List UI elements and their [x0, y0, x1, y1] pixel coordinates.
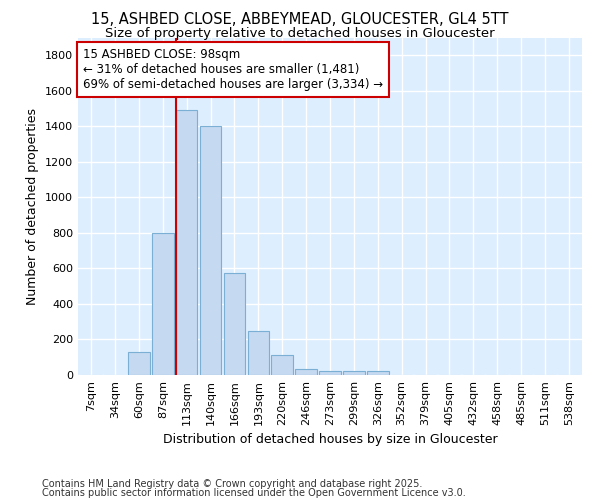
Text: 15, ASHBED CLOSE, ABBEYMEAD, GLOUCESTER, GL4 5TT: 15, ASHBED CLOSE, ABBEYMEAD, GLOUCESTER,… [91, 12, 509, 28]
Bar [152, 233, 173, 375]
Bar [295, 369, 317, 375]
Text: 15 ASHBED CLOSE: 98sqm
← 31% of detached houses are smaller (1,481)
69% of semi-: 15 ASHBED CLOSE: 98sqm ← 31% of detached… [83, 48, 383, 90]
Bar [367, 372, 389, 375]
Y-axis label: Number of detached properties: Number of detached properties [26, 108, 40, 304]
X-axis label: Distribution of detached houses by size in Gloucester: Distribution of detached houses by size … [163, 434, 497, 446]
Text: Contains public sector information licensed under the Open Government Licence v3: Contains public sector information licen… [42, 488, 466, 498]
Bar [343, 372, 365, 375]
Bar [248, 330, 269, 375]
Bar [319, 370, 341, 375]
Bar [200, 126, 221, 375]
Text: Contains HM Land Registry data © Crown copyright and database right 2025.: Contains HM Land Registry data © Crown c… [42, 479, 422, 489]
Bar [128, 352, 149, 375]
Bar [176, 110, 197, 375]
Bar [224, 273, 245, 375]
Bar [271, 356, 293, 375]
Text: Size of property relative to detached houses in Gloucester: Size of property relative to detached ho… [105, 28, 495, 40]
